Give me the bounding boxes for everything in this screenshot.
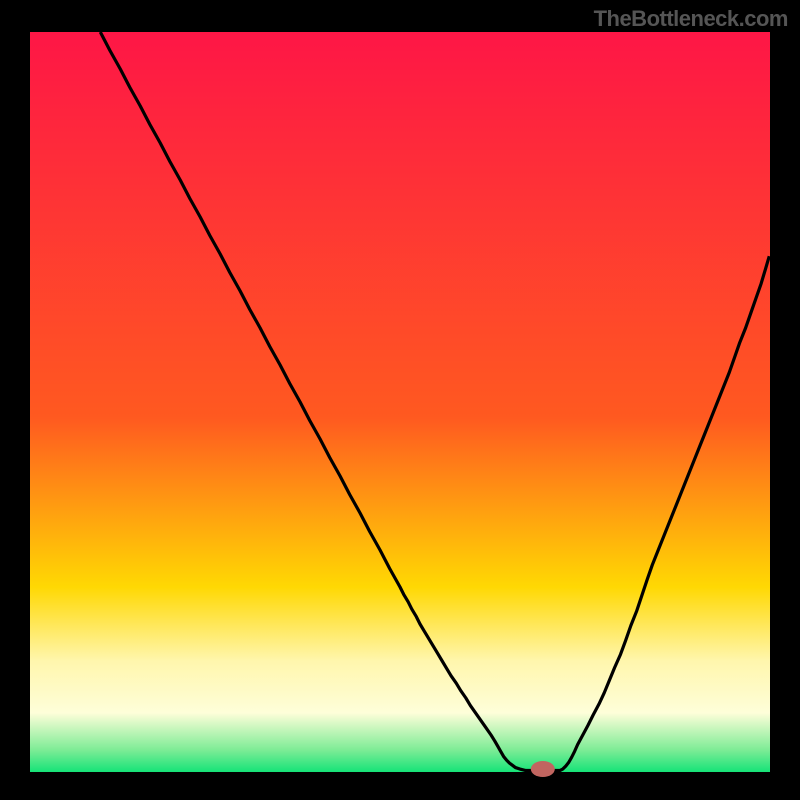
chart-overlay-svg xyxy=(30,32,770,772)
root: TheBottleneck.com xyxy=(0,0,800,800)
bottleneck-curve xyxy=(100,32,769,771)
optimal-marker xyxy=(531,761,555,777)
attribution-label: TheBottleneck.com xyxy=(594,6,788,32)
